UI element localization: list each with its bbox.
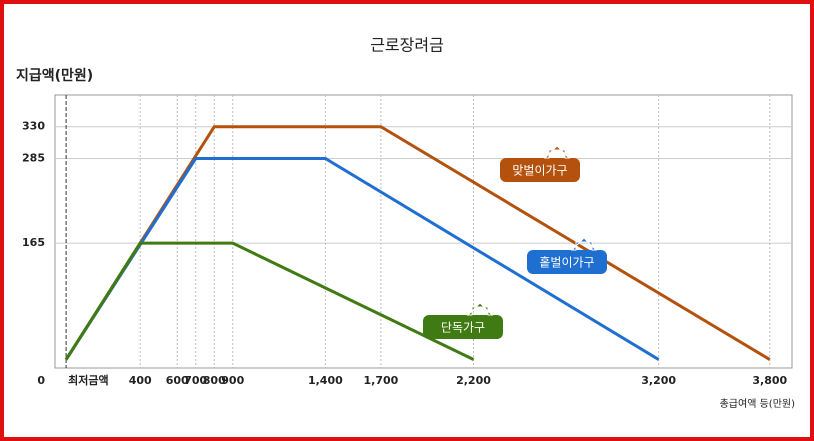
house-icon (466, 302, 494, 316)
legend-label: 홑벌이가구 (539, 256, 594, 270)
x-tick-label: 400 (129, 374, 152, 387)
y-tick-label: 165 (22, 236, 45, 249)
chart-title: 근로장려금 (370, 36, 444, 55)
y-axis-label: 지급액(만원) (16, 67, 93, 84)
legend-label: 단독가구 (441, 321, 485, 335)
x-tick-label: 1,700 (364, 374, 399, 387)
x-tick-label: 700 (184, 374, 207, 387)
x-tick-label: 800 (203, 374, 226, 387)
x-tick-label: 최저금액 (68, 373, 108, 387)
house-icon (543, 145, 571, 159)
legend-item: 단독가구 (423, 302, 503, 339)
x-tick-label: 2,200 (456, 374, 491, 387)
plot-frame (54, 94, 793, 369)
x-tick-label: 900 (221, 374, 244, 387)
y-tick-label: 285 (22, 151, 45, 164)
legend-box (500, 158, 580, 182)
y-tick-label: 330 (22, 120, 45, 133)
legend-box (527, 250, 607, 274)
x-axis-label: 총급여액 등(만원) (720, 398, 795, 410)
legend-item: 홑벌이가구 (527, 237, 607, 274)
x-tick-label: 1,400 (308, 374, 343, 387)
x-tick-label: 600 (166, 374, 189, 387)
x-tick-label: 3,200 (641, 374, 676, 387)
legend-item: 맞벌이가구 (500, 145, 580, 182)
y-tick-label: 0 (37, 374, 45, 387)
series-line (64, 241, 475, 361)
x-tick-label: 3,800 (752, 374, 787, 387)
house-icon (570, 237, 598, 251)
legend-label: 맞벌이가구 (512, 164, 567, 178)
legend-box (423, 315, 503, 339)
